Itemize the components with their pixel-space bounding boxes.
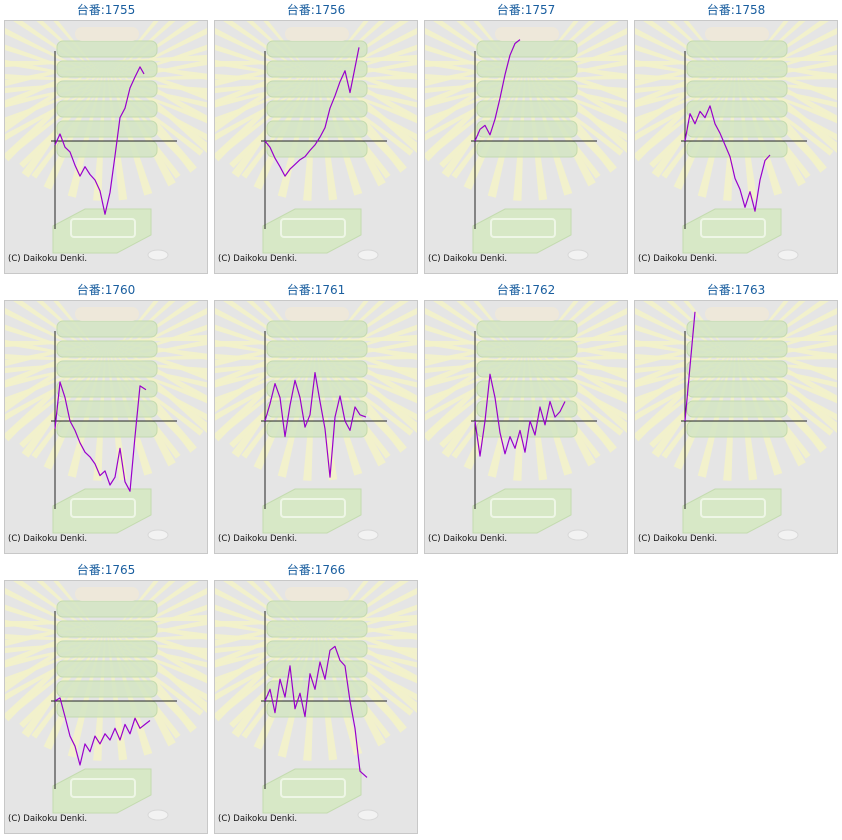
graph-panel: (C) Daikoku Denki.: [4, 20, 208, 274]
coin-tray-background: [472, 208, 572, 254]
coin-tray-background: [52, 488, 152, 534]
series-line: [684, 311, 696, 422]
coin-icon: [357, 249, 379, 261]
series-line: [54, 66, 145, 215]
series-line: [54, 697, 151, 766]
coin-icon: [567, 249, 589, 261]
slot-reel-banner-background: [215, 21, 417, 201]
machine-number-title[interactable]: 台番:1758: [706, 3, 766, 17]
copyright-label: (C) Daikoku Denki.: [218, 254, 298, 264]
copyright-label: (C) Daikoku Denki.: [8, 814, 88, 824]
machine-number-title[interactable]: 台番:1762: [496, 283, 556, 297]
copyright-label: (C) Daikoku Denki.: [8, 534, 88, 544]
machine-number-title[interactable]: 台番:1766: [286, 563, 346, 577]
graph-panel: (C) Daikoku Denki.: [634, 300, 838, 554]
series-line: [264, 645, 368, 778]
slot-reel-banner-background: [215, 301, 417, 481]
coin-icon: [777, 249, 799, 261]
copyright-label: (C) Daikoku Denki.: [218, 814, 298, 824]
coin-tray-background: [52, 208, 152, 254]
machine-number-title[interactable]: 台番:1761: [286, 283, 346, 297]
line-chart: [215, 21, 417, 261]
coin-icon: [147, 249, 169, 261]
coin-tray-background: [52, 768, 152, 814]
line-chart: [215, 301, 417, 541]
machine-number-title[interactable]: 台番:1763: [706, 283, 766, 297]
coin-tray-background: [682, 488, 782, 534]
graph-panel: (C) Daikoku Denki.: [214, 580, 418, 834]
copyright-label: (C) Daikoku Denki.: [8, 254, 88, 264]
machine-number-title[interactable]: 台番:1760: [76, 283, 136, 297]
series-line: [474, 39, 521, 142]
copyright-label: (C) Daikoku Denki.: [428, 254, 508, 264]
graph-panel: (C) Daikoku Denki.: [214, 20, 418, 274]
copyright-label: (C) Daikoku Denki.: [638, 534, 718, 544]
line-chart: [5, 301, 207, 541]
machine-number-title[interactable]: 台番:1765: [76, 563, 136, 577]
slot-reel-banner-background: [425, 301, 627, 481]
machine-number-title[interactable]: 台番:1756: [286, 3, 346, 17]
graph-panel: (C) Daikoku Denki.: [424, 300, 628, 554]
coin-icon: [777, 529, 799, 541]
series-line: [54, 381, 147, 492]
coin-tray-background: [262, 488, 362, 534]
coin-icon: [567, 529, 589, 541]
coin-tray-background: [472, 488, 572, 534]
coin-tray-background: [682, 208, 782, 254]
graph-panel: (C) Daikoku Denki.: [424, 20, 628, 274]
series-line: [264, 47, 360, 177]
coin-tray-background: [262, 768, 362, 814]
slot-reel-banner-background: [215, 581, 417, 761]
slot-reel-banner-background: [5, 21, 207, 201]
machine-number-title[interactable]: 台番:1757: [496, 3, 556, 17]
line-chart: [215, 581, 417, 821]
coin-tray-background: [262, 208, 362, 254]
machine-number-title[interactable]: 台番:1755: [76, 3, 136, 17]
line-chart: [635, 21, 837, 261]
copyright-label: (C) Daikoku Denki.: [428, 534, 508, 544]
graph-panel: (C) Daikoku Denki.: [4, 580, 208, 834]
line-chart: [425, 301, 627, 541]
copyright-label: (C) Daikoku Denki.: [638, 254, 718, 264]
slot-reel-banner-background: [635, 21, 837, 201]
series-line: [264, 371, 367, 478]
copyright-label: (C) Daikoku Denki.: [218, 534, 298, 544]
line-chart: [635, 301, 837, 541]
slot-reel-banner-background: [635, 301, 837, 481]
series-line: [474, 373, 566, 457]
coin-icon: [147, 529, 169, 541]
coin-icon: [357, 809, 379, 821]
graph-panel: (C) Daikoku Denki.: [214, 300, 418, 554]
line-chart: [425, 21, 627, 261]
series-line: [684, 105, 771, 212]
line-chart: [5, 21, 207, 261]
graph-panel: (C) Daikoku Denki.: [634, 20, 838, 274]
line-chart: [5, 581, 207, 821]
slot-reel-banner-background: [5, 301, 207, 481]
coin-icon: [357, 529, 379, 541]
slot-reel-banner-background: [425, 21, 627, 201]
coin-icon: [147, 809, 169, 821]
slot-reel-banner-background: [5, 581, 207, 761]
graph-panel: (C) Daikoku Denki.: [4, 300, 208, 554]
